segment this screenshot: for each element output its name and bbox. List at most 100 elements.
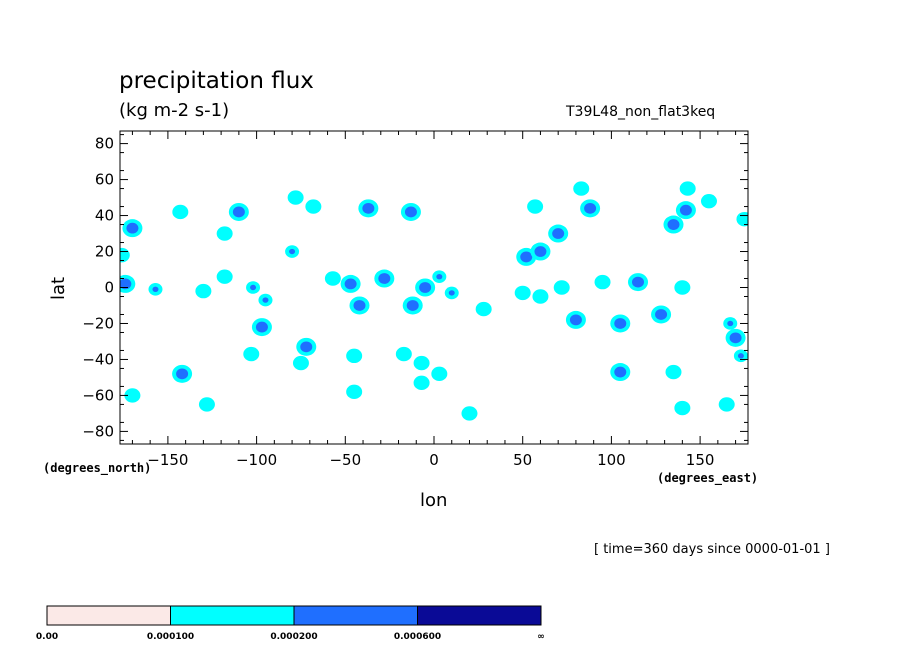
data-cell bbox=[305, 199, 322, 214]
data-cell bbox=[436, 274, 443, 280]
colorbar-label: ∞ bbox=[537, 632, 545, 642]
data-cell bbox=[419, 282, 432, 293]
data-cell bbox=[126, 222, 139, 234]
data-cell bbox=[395, 346, 412, 362]
data-cell bbox=[655, 309, 668, 320]
data-cell bbox=[353, 300, 366, 311]
data-cell bbox=[404, 206, 417, 218]
y-tick-label: 40 bbox=[95, 207, 114, 225]
data-cell bbox=[413, 355, 430, 371]
data-cell bbox=[475, 301, 492, 317]
data-cell bbox=[514, 285, 531, 301]
data-cell bbox=[346, 348, 363, 364]
data-cell bbox=[594, 274, 611, 290]
data-cell bbox=[262, 297, 269, 303]
data-cell bbox=[448, 290, 455, 296]
data-cells bbox=[120, 181, 748, 421]
data-cell bbox=[324, 271, 341, 286]
data-cell bbox=[632, 276, 645, 288]
x-axis-units: (degrees_east) bbox=[657, 471, 759, 485]
data-cell bbox=[292, 355, 309, 371]
colorbar-swatch bbox=[46, 605, 171, 626]
y-tick-label: −60 bbox=[82, 386, 114, 404]
time-stamp: [ time=360 days since 0000-01-01 ] bbox=[594, 542, 830, 557]
colorbar-label: 0.000600 bbox=[394, 632, 441, 642]
x-tick-label: 100 bbox=[597, 451, 626, 469]
data-cell bbox=[665, 364, 682, 380]
chart-units: (kg m-2 s-1) bbox=[119, 100, 230, 121]
data-cell bbox=[737, 353, 744, 359]
data-cell bbox=[614, 366, 627, 378]
x-tick-label: 0 bbox=[429, 451, 439, 469]
data-cell bbox=[718, 397, 735, 412]
data-cell bbox=[250, 284, 257, 291]
chart-title: precipitation flux bbox=[119, 68, 314, 94]
data-cell bbox=[700, 193, 717, 209]
data-cell bbox=[287, 190, 304, 205]
x-axis-label: lon bbox=[420, 490, 448, 511]
x-tick-label: −150 bbox=[147, 451, 188, 469]
y-tick-label: −40 bbox=[82, 350, 114, 368]
colorbar: 0.00 0.000100 0.000200 0.000600 ∞ bbox=[36, 605, 545, 642]
data-cell bbox=[532, 289, 549, 304]
y-tick-label: −20 bbox=[82, 314, 114, 332]
data-cell bbox=[534, 246, 547, 257]
data-cell bbox=[300, 341, 313, 353]
data-cell bbox=[346, 384, 363, 400]
colorbar-label: 0.00 bbox=[36, 632, 58, 642]
data-cell bbox=[216, 269, 233, 284]
data-cell bbox=[406, 300, 419, 311]
y-tick-label: 80 bbox=[95, 135, 114, 153]
data-cell bbox=[527, 199, 544, 214]
x-tick-label: −100 bbox=[236, 451, 277, 469]
x-tick-label: 50 bbox=[513, 451, 532, 469]
data-cell bbox=[362, 202, 375, 214]
data-cell bbox=[216, 226, 233, 241]
data-cell bbox=[569, 314, 582, 326]
y-tick-label: 0 bbox=[104, 279, 114, 297]
data-cell bbox=[289, 248, 296, 255]
data-cell bbox=[124, 388, 141, 403]
colorbar-label: 0.000200 bbox=[270, 632, 317, 642]
data-cell bbox=[584, 202, 597, 214]
data-cell bbox=[552, 228, 565, 239]
data-cell bbox=[674, 400, 691, 416]
data-cell bbox=[344, 278, 357, 290]
colorbar-label: 0.000100 bbox=[147, 632, 194, 642]
colorbar-swatch bbox=[170, 605, 295, 626]
data-cell bbox=[120, 278, 132, 290]
data-cell bbox=[461, 406, 478, 421]
data-cell bbox=[198, 397, 215, 412]
data-cell bbox=[195, 283, 212, 299]
data-cell bbox=[232, 206, 245, 218]
data-cell bbox=[152, 286, 159, 292]
data-cell bbox=[413, 375, 430, 391]
data-cell bbox=[679, 204, 692, 216]
y-tick-label: 20 bbox=[95, 243, 114, 261]
y-axis-units: (degrees_north) bbox=[43, 461, 152, 475]
data-cell bbox=[729, 332, 742, 344]
x-tick-label: −50 bbox=[329, 451, 361, 469]
axes: −150 −100 −50 0 50 100 150 −80 −60 −40 −20 0 20 40 60 8… bbox=[82, 130, 749, 469]
plot-area bbox=[120, 181, 748, 421]
data-cell bbox=[431, 366, 448, 382]
data-cell bbox=[674, 280, 691, 295]
data-cell bbox=[255, 321, 268, 333]
data-cell bbox=[679, 181, 696, 196]
colorbar-swatch bbox=[417, 605, 542, 626]
data-cell bbox=[176, 368, 189, 380]
data-cell bbox=[378, 273, 391, 284]
colorbar-swatch bbox=[293, 605, 418, 626]
data-cell bbox=[667, 219, 680, 230]
x-tick-label: 150 bbox=[686, 451, 715, 469]
y-tick-label: 60 bbox=[95, 171, 114, 189]
data-cell bbox=[573, 181, 590, 196]
data-cell bbox=[520, 251, 533, 263]
data-cell bbox=[553, 280, 570, 295]
data-cell bbox=[614, 318, 627, 329]
y-tick-label: −80 bbox=[82, 422, 114, 440]
data-cell bbox=[727, 320, 734, 327]
run-name: T39L48_non_flat3keq bbox=[566, 104, 716, 120]
data-cell bbox=[172, 204, 189, 220]
